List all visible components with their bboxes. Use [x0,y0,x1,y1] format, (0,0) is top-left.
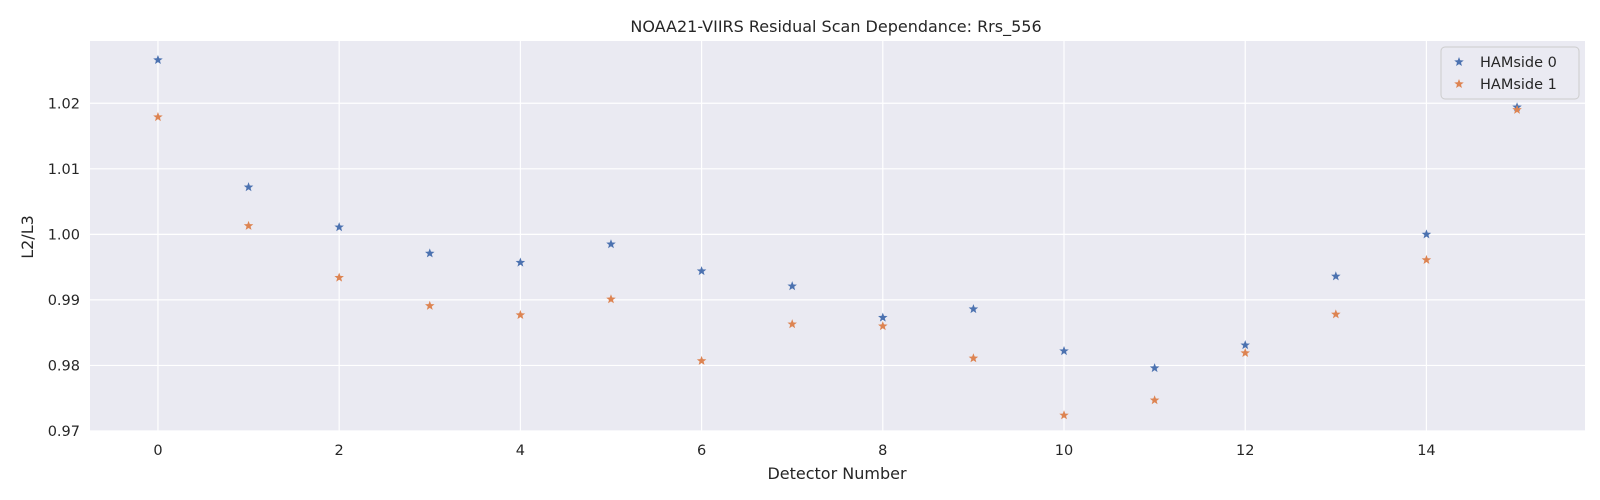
legend-marker [1454,79,1464,89]
x-tick-label: 4 [516,443,525,459]
series-1-point [243,220,254,230]
series-1-point [425,300,435,310]
series-0-point [1149,363,1160,373]
legend-label: HAMside 0 [1480,55,1557,71]
series-0-point [515,257,526,267]
x-tick-label: 0 [153,443,162,459]
chart-title: NOAA21-VIIRS Residual Scan Dependance: R… [630,17,1041,37]
series-1-point [334,272,344,282]
series-0-point [425,248,435,258]
plot-area [90,41,1585,431]
series-0-point [1331,271,1341,281]
x-tick-label: 14 [1417,443,1435,459]
series-0-point [243,182,254,192]
legend-label: HAMside 1 [1480,77,1557,93]
series-1-point [878,321,888,331]
y-tick-label: 1.01 [48,162,80,178]
series-1-point [1240,348,1250,358]
series-1-point [153,112,163,122]
series-0-point [968,304,979,314]
legend-marker [1454,57,1464,67]
series-0-point [606,239,616,249]
y-tick-label: 1.00 [48,227,80,243]
y-tick-label: 0.99 [48,293,80,309]
series-1-point [1421,254,1432,264]
y-tick-label: 0.97 [48,424,80,440]
series-0-point [334,222,344,232]
x-axis-label: Detector Number [767,464,907,483]
series-1-point [515,309,526,320]
x-tick-label: 2 [335,443,344,459]
x-tick-label: 12 [1236,443,1254,459]
series-1-point [1059,410,1069,420]
y-axis-label: L2/L3 [18,215,37,259]
y-axis-ticks: 0.97 0.98 0.99 1.00 1.01 1.02 [48,96,80,440]
x-tick-label: 8 [878,443,887,459]
series-1-point [968,353,979,363]
series-1-point [1149,395,1160,405]
y-tick-label: 0.98 [48,358,80,374]
series-1-point [1331,309,1341,319]
series-1-point [606,294,616,304]
y-tick-label: 1.02 [48,96,80,112]
series-0-point [1240,340,1250,350]
series-0-point [1059,346,1069,356]
x-axis-ticks: 0 2 4 6 8 10 12 14 [153,443,1435,459]
series-0-point [1421,229,1432,239]
data-points [153,55,1522,420]
series-0-point [787,281,797,291]
x-tick-label: 10 [1055,443,1073,459]
series-1-point [1512,104,1522,114]
series-1-point [696,355,707,365]
series-0-point [696,266,707,276]
legend: HAMside 0 HAMside 1 [1440,46,1580,100]
series-0-point [878,312,888,322]
legend-box [1440,46,1580,100]
x-tick-label: 6 [697,443,706,459]
series-1-point [787,319,797,329]
series-0-point [153,55,163,65]
